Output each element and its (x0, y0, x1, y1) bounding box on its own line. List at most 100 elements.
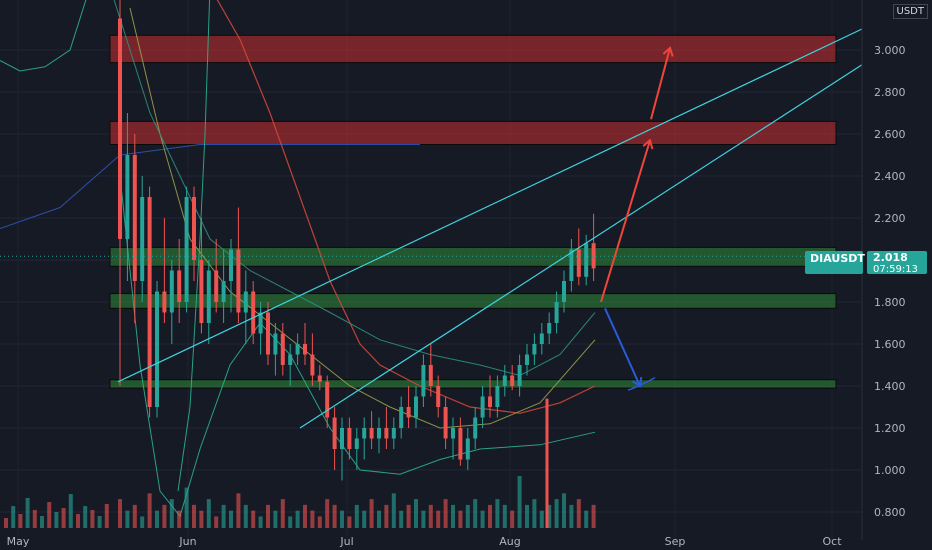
volume-bar (362, 510, 367, 528)
candle-body (354, 438, 359, 449)
y-tick-label: 2.600 (874, 128, 906, 141)
volume-bar (369, 499, 374, 528)
volume-bar (273, 510, 278, 528)
candle-body (377, 428, 381, 439)
volume-bar (428, 504, 433, 528)
candle-body (473, 417, 478, 439)
x-tick-label: Aug (499, 535, 520, 548)
x-tick-label: Sep (665, 535, 686, 548)
volume-bar (421, 510, 426, 528)
volume-bar (591, 504, 596, 528)
candle-body (132, 155, 137, 281)
candle-body (495, 386, 500, 407)
volume-bar (406, 504, 411, 528)
volume-bar (288, 516, 293, 528)
candle-body (591, 243, 596, 269)
candle-body (554, 302, 559, 323)
bar-countdown: 07:59:13 (873, 264, 918, 275)
volume-bar (480, 510, 485, 528)
candle-body (243, 291, 248, 313)
candle-body (184, 197, 189, 302)
volume-bar (104, 504, 109, 528)
volume-bar (354, 504, 359, 528)
candle-body (295, 344, 300, 355)
candle-body (206, 270, 211, 323)
y-tick-label: 2.800 (874, 86, 906, 99)
arrow-up-2-head (662, 46, 674, 57)
volume-bar (118, 499, 122, 528)
candle-body (147, 197, 152, 407)
volume-bar (132, 504, 137, 528)
volume-bar (97, 516, 102, 528)
candle-body (169, 270, 174, 313)
volume-bar (214, 516, 219, 528)
volume-bar (525, 504, 529, 528)
volume-bar (177, 510, 182, 528)
x-axis: May Jun Jul Aug Sep Oct (7, 535, 843, 548)
candle-body (510, 375, 515, 386)
volume-bar (458, 510, 463, 528)
volume-bar (547, 504, 552, 528)
symbol-label: DIAUSDT (810, 252, 865, 265)
volume-bar (229, 510, 233, 528)
volume-bar (436, 510, 441, 528)
volume-bar (340, 510, 344, 528)
volume-bar (391, 493, 396, 528)
volume-bar (32, 510, 37, 528)
zone-support (109, 379, 837, 389)
trendline-upper (117, 28, 863, 383)
price-tag: DIAUSDT 2.018 07:59:13 (805, 251, 927, 275)
candle-body (192, 197, 196, 260)
volume-bar (576, 499, 581, 528)
candle-body (140, 197, 145, 281)
volume-bar (347, 516, 352, 528)
candle-body (384, 428, 389, 439)
candle-body (214, 270, 219, 302)
volume-bar (495, 499, 500, 528)
candle-body (317, 375, 322, 382)
arrow-down-shaft (604, 307, 641, 387)
volume-bar (488, 504, 492, 528)
currency-badge[interactable]: USDT (892, 4, 928, 19)
volume-bar (443, 499, 448, 528)
volume-bar (76, 514, 80, 528)
candle-body (310, 354, 315, 376)
candle-body (399, 407, 404, 428)
candle-body (273, 333, 278, 355)
volume-bar (221, 504, 226, 528)
y-tick-label: 1.600 (874, 338, 906, 351)
volume-bar (40, 516, 44, 528)
x-tick-label: Jul (339, 535, 353, 548)
volume-bar (317, 516, 322, 528)
volume-bar (47, 502, 52, 528)
zone-resistance (109, 34, 837, 64)
candle-body (155, 291, 159, 407)
y-tick-label: 2.400 (874, 170, 906, 183)
candle-body (199, 260, 204, 323)
y-tick-label: 1.200 (874, 422, 906, 435)
price-tag-symbol-bg (805, 251, 863, 274)
volume-bar (510, 510, 515, 528)
volume-bar (414, 499, 418, 528)
volume-bar (4, 518, 8, 528)
candle-body (547, 323, 552, 334)
volume-bar (502, 504, 507, 528)
trendlines (0, 28, 863, 429)
volume-bar (517, 476, 522, 528)
x-tick-label: May (7, 535, 30, 548)
volume-bar (295, 510, 300, 528)
candle-body (406, 407, 411, 418)
arrow-up-2 (650, 46, 674, 120)
candle-body (391, 428, 396, 439)
candle-body (525, 354, 529, 365)
y-tick-label: 1.800 (874, 296, 906, 309)
volume-bar (399, 510, 404, 528)
volume-bar (25, 498, 30, 528)
projection-arrows (600, 46, 674, 391)
y-tick-label: 2.200 (874, 212, 906, 225)
candle-body (569, 249, 574, 281)
candle-body (236, 249, 241, 313)
volume-bar (236, 493, 241, 528)
volume-bar (140, 516, 145, 528)
